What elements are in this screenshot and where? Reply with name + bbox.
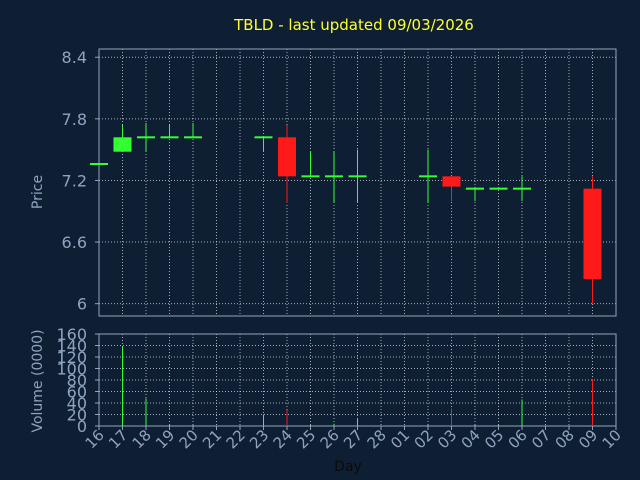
candle-body	[278, 137, 296, 177]
candle-body	[160, 136, 179, 139]
candle-body	[442, 176, 461, 187]
price-gridlines	[99, 49, 616, 316]
volume-tick-label: 140	[56, 337, 87, 356]
candle-body	[513, 187, 531, 190]
chart-title: TBLD - last updated 09/03/2026	[233, 16, 474, 34]
volume-tick-label: 60	[67, 383, 87, 402]
price-axis-label: Price	[30, 175, 46, 209]
volume-tick-label: 120	[56, 348, 87, 367]
volume-tick-label: 160	[56, 325, 87, 344]
price-tick-label: 6	[77, 295, 87, 314]
candle-body	[419, 175, 437, 178]
candle-body	[137, 136, 155, 139]
candle-body	[489, 187, 508, 190]
volume-tick-label: 80	[67, 371, 87, 390]
volume-tick-label: 40	[67, 394, 87, 413]
candle-body	[348, 175, 367, 178]
price-tick-label: 8.4	[62, 48, 87, 67]
price-tick-label: 7.2	[62, 171, 87, 190]
volume-series	[122, 346, 593, 426]
candle-body	[254, 136, 273, 139]
candle-body	[113, 137, 132, 152]
x-axis-label: Day	[334, 459, 362, 475]
volume-tick-label: 0	[77, 417, 87, 436]
candle-body	[90, 163, 108, 166]
price-panel-frame	[98, 48, 617, 317]
price-tick-label: 7.8	[62, 110, 87, 129]
volume-axis-label: Volume (0000)	[30, 329, 46, 432]
candlestick-series	[90, 122, 602, 304]
candle-body	[301, 175, 320, 178]
candle-body	[325, 175, 343, 178]
price-tick-label: 6.6	[62, 233, 87, 252]
price-axis-ticks: 8.4 7.8 7.2 6.6 6	[62, 48, 99, 314]
candle-body	[583, 188, 602, 280]
volume-tick-label: 100	[56, 360, 87, 379]
candle-body	[184, 136, 202, 139]
x-axis-ticks: 1617181920212223242526272801020304050607…	[82, 426, 625, 452]
candle-body	[466, 187, 484, 190]
volume-tick-label: 20	[67, 406, 87, 425]
